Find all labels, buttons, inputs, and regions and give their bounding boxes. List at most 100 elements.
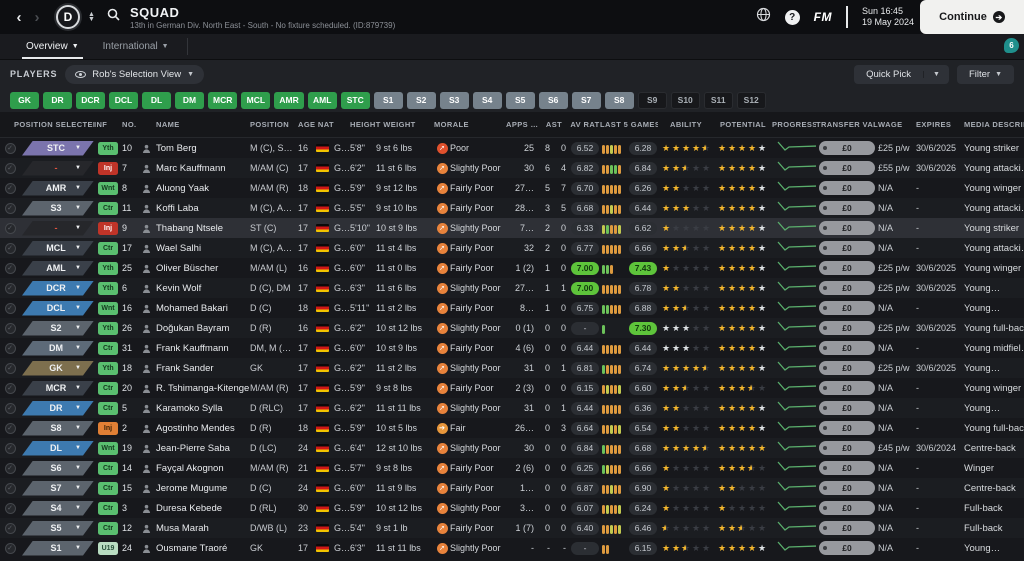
transfer-value-badge[interactable]: £0 (819, 221, 875, 235)
status-badge[interactable]: Ctr (98, 241, 118, 255)
position-filter-s3[interactable]: S3 (439, 91, 469, 109)
position-filter-amr[interactable]: AMR (274, 91, 304, 109)
table-row[interactable]: ✓ S4 ▼ Ctr 3 Duresa Kebede D (RL) 30 G… 5… (0, 498, 1024, 518)
status-badge[interactable]: Yth (98, 141, 118, 155)
position-selected-dropdown[interactable]: DR ▼ (22, 401, 94, 416)
position-filter-aml[interactable]: AML (307, 91, 337, 109)
table-row[interactable]: ✓ S5 ▼ Ctr 12 Musa Marah D/WB (L) 23 G… 5… (0, 518, 1024, 538)
position-selected-dropdown[interactable]: S5 ▼ (22, 521, 94, 536)
transfer-value-badge[interactable]: £0 (819, 341, 875, 355)
position-selected-dropdown[interactable]: S2 ▼ (22, 321, 94, 336)
help-icon[interactable]: ? (784, 9, 800, 25)
status-badge[interactable]: Inj (98, 421, 118, 435)
status-badge[interactable]: Inj (98, 221, 118, 235)
status-badge[interactable]: Ctr (98, 201, 118, 215)
position-selected-dropdown[interactable]: - ▼ (22, 221, 94, 236)
table-row[interactable]: ✓ DCL ▼ Wnt 16 Mohamed Bakari D (C) 18 G…… (0, 298, 1024, 318)
status-badge[interactable]: Yth (98, 281, 118, 295)
position-filter-mcr[interactable]: MCR (208, 91, 238, 109)
row-select-checkbox[interactable]: ✓ (4, 522, 16, 534)
position-filter-s5[interactable]: S5 (505, 91, 535, 109)
table-row[interactable]: ✓ AMR ▼ Wnt 8 Aluong Yaak M/AM (R) 18 G… … (0, 178, 1024, 198)
status-badge[interactable]: Ctr (98, 481, 118, 495)
player-name[interactable]: Doğukan Bayram (156, 322, 230, 334)
status-badge[interactable]: Ctr (98, 341, 118, 355)
status-badge[interactable]: Inj (98, 161, 118, 175)
transfer-value-badge[interactable]: £0 (819, 401, 875, 415)
notification-badge[interactable]: 6 (1004, 38, 1019, 53)
player-name[interactable]: Koffi Laba (156, 202, 199, 214)
table-row[interactable]: ✓ S7 ▼ Ctr 15 Jerome Mugume D (C) 24 G… 6… (0, 478, 1024, 498)
status-badge[interactable]: Ctr (98, 401, 118, 415)
transfer-value-badge[interactable]: £0 (819, 481, 875, 495)
transfer-value-badge[interactable]: £0 (819, 261, 875, 275)
row-select-checkbox[interactable]: ✓ (4, 342, 16, 354)
player-name[interactable]: Duresa Kebede (156, 502, 223, 514)
table-row[interactable]: ✓ MCL ▼ Ctr 17 Wael Salhi M (C), A… 17 G…… (0, 238, 1024, 258)
position-selected-dropdown[interactable]: STC ▼ (22, 141, 94, 156)
position-filter-s2[interactable]: S2 (406, 91, 436, 109)
position-selected-dropdown[interactable]: DCR ▼ (22, 281, 94, 296)
transfer-value-badge[interactable]: £0 (819, 461, 875, 475)
player-name[interactable]: Ousmane Traoré (156, 542, 228, 554)
position-filter-gk[interactable]: GK (10, 91, 39, 109)
transfer-value-badge[interactable]: £0 (819, 361, 875, 375)
player-name[interactable]: Frank Sander (156, 362, 214, 374)
position-selected-dropdown[interactable]: S4 ▼ (22, 501, 94, 516)
search-icon[interactable] (107, 8, 120, 26)
position-filter-s4[interactable]: S4 (472, 91, 502, 109)
table-row[interactable]: ✓ S8 ▼ Inj 2 Agostinho Mendes D (R) 18 G…… (0, 418, 1024, 438)
table-row[interactable]: ✓ DR ▼ Ctr 5 Karamoko Sylla D (RLC) 17 G…… (0, 398, 1024, 418)
table-row[interactable]: ✓ - ▼ Inj 7 Marc Kauffmann M/AM (C) 17 G…… (0, 158, 1024, 178)
row-select-checkbox[interactable]: ✓ (4, 262, 16, 274)
status-badge[interactable]: Wnt (98, 301, 118, 315)
status-badge[interactable]: Ctr (98, 521, 118, 535)
position-selected-dropdown[interactable]: - ▼ (22, 161, 94, 176)
col-header-height-weight[interactable]: HEIGHT WEIGHT (350, 120, 416, 129)
position-filter-s12[interactable]: S12 (736, 91, 766, 109)
row-select-checkbox[interactable]: ✓ (4, 442, 16, 454)
col-header-age-nat[interactable]: AGE NAT (298, 120, 334, 129)
table-row[interactable]: ✓ STC ▼ Yth 10 Tom Berg M (C), S… 16 G… 5… (0, 138, 1024, 158)
continue-button[interactable]: Continue ➔ (920, 0, 1024, 34)
status-badge[interactable]: Ctr (98, 381, 118, 395)
row-select-checkbox[interactable]: ✓ (4, 322, 16, 334)
col-header-potential[interactable]: POTENTIAL (719, 120, 767, 129)
col-header-position[interactable]: POSITION (250, 120, 290, 129)
col-header-position-selected[interactable]: POSITION SELECTED (14, 120, 94, 129)
table-row[interactable]: ✓ AML ▼ Yth 25 Oliver Büscher M/AM (L) 16… (0, 258, 1024, 278)
status-badge[interactable]: Ctr (98, 501, 118, 515)
position-filter-s10[interactable]: S10 (670, 91, 700, 109)
globe-icon[interactable] (756, 7, 771, 27)
tab-international[interactable]: International ▼ (91, 34, 181, 59)
row-select-checkbox[interactable]: ✓ (4, 362, 16, 374)
player-name[interactable]: Tom Berg (156, 142, 197, 154)
player-name[interactable]: Thabang Ntsele (156, 222, 224, 234)
transfer-value-badge[interactable]: £0 (819, 501, 875, 515)
table-row[interactable]: ✓ MCR ▼ Ctr 20 R. Tshimanga-Kitenge M/AM … (0, 378, 1024, 398)
position-filter-dcl[interactable]: DCL (109, 91, 138, 109)
table-row[interactable]: ✓ DM ▼ Ctr 31 Frank Kauffmann DM, M (… 17… (0, 338, 1024, 358)
status-badge[interactable]: Wnt (98, 181, 118, 195)
col-header-av-rat[interactable]: AV RAT (570, 120, 600, 129)
transfer-value-badge[interactable]: £0 (819, 141, 875, 155)
position-selected-dropdown[interactable]: AML ▼ (22, 261, 94, 276)
position-filter-s6[interactable]: S6 (538, 91, 568, 109)
transfer-value-badge[interactable]: £0 (819, 541, 875, 555)
table-row[interactable]: ✓ DCR ▼ Yth 6 Kevin Wolf D (C), DM 17 G… … (0, 278, 1024, 298)
position-filter-s9[interactable]: S9 (637, 91, 667, 109)
position-selected-dropdown[interactable]: DCL ▼ (22, 301, 94, 316)
status-badge[interactable]: U19 (98, 541, 118, 555)
row-select-checkbox[interactable]: ✓ (4, 482, 16, 494)
player-name[interactable]: Agostinho Mendes (156, 422, 235, 434)
squad-cycle-icon[interactable]: ▲ ▼ (88, 11, 95, 23)
transfer-value-badge[interactable]: £0 (819, 161, 875, 175)
col-header-no[interactable]: NO. (122, 120, 137, 129)
col-header-expires[interactable]: EXPIRES (916, 120, 952, 129)
position-filter-dl[interactable]: DL (142, 91, 171, 109)
filter-button[interactable]: Filter ▼ (956, 64, 1014, 84)
back-icon[interactable]: ‹ (16, 8, 22, 26)
col-header-wage[interactable]: WAGE (878, 120, 903, 129)
player-name[interactable]: Jerome Mugume (156, 482, 228, 494)
status-badge[interactable]: Yth (98, 321, 118, 335)
